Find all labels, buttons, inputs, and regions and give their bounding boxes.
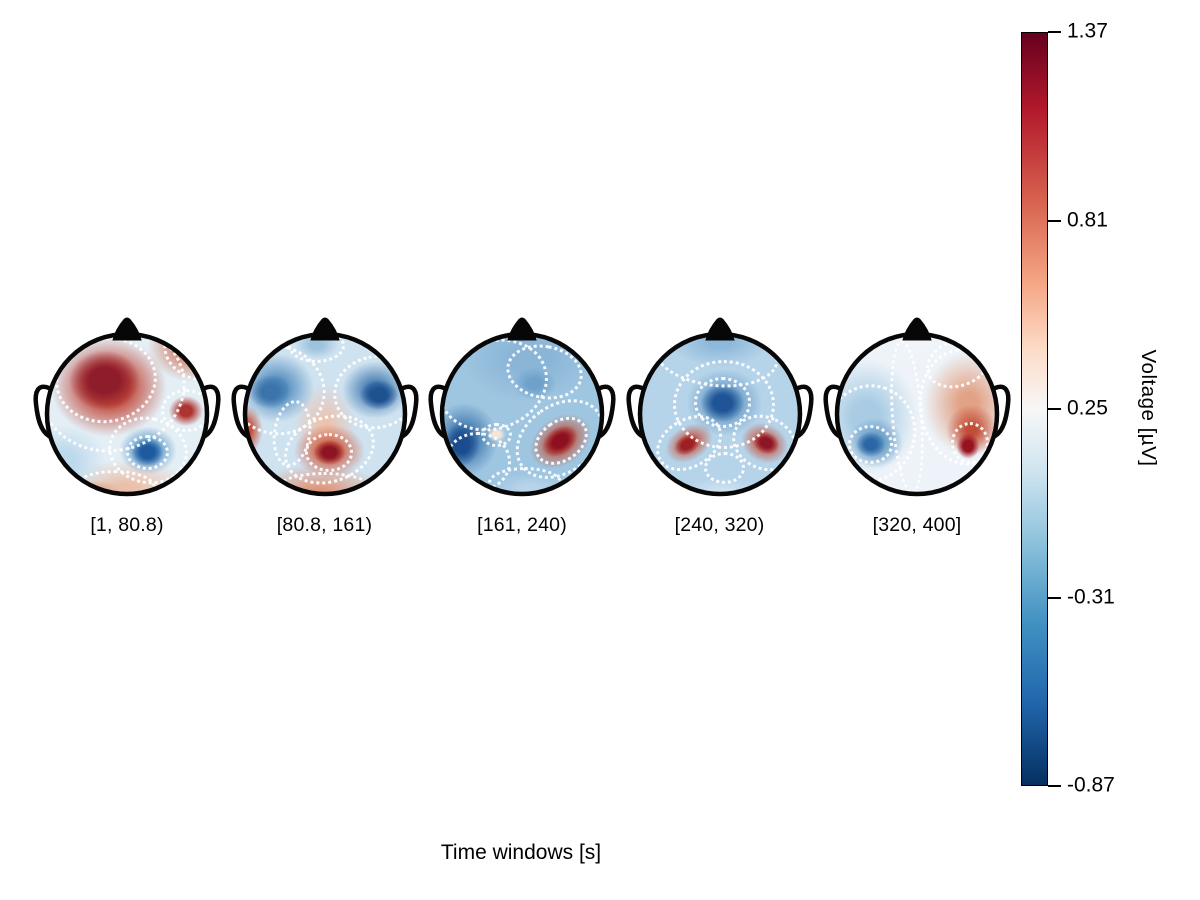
colorbar-ticks: 1.37 0.81 0.25 -0.31 -0.87 [1048,20,1188,797]
left-ear-icon [625,384,644,439]
right-ear-icon [202,384,221,439]
head-outline [230,317,419,497]
scalp-circle [44,331,210,497]
topomap-1: [1, 80.8) [27,314,227,550]
topomap-row: [1, 80.8) [80.8, 161) [161, 240) [240, 3… [0,314,1040,554]
colorbar-tick-label: 1.37 [1067,19,1108,43]
contour-line [443,431,511,493]
left-ear-icon [428,384,447,439]
colorbar-tick-label: 0.81 [1067,208,1108,232]
contour-line [950,422,989,464]
right-ear-icon [992,384,1011,439]
scalp-circle [637,331,802,497]
scalp-circle [834,331,1000,497]
contour-line [72,470,156,494]
colorbar-tick [1048,219,1061,222]
colorbar-tick [1048,408,1061,410]
right-ear-icon [597,384,616,439]
contour-line [848,425,893,464]
time-window-label: [320, 400] [872,514,962,536]
topomap-field [639,334,800,494]
colorbar-tick [1048,596,1061,599]
contour-line [287,334,346,363]
right-ear-icon [400,384,419,439]
time-window-label: [240, 320) [674,514,765,536]
time-window-label: [1, 80.8) [90,514,164,536]
topomap-field [442,334,602,494]
scalp-circle [439,331,605,497]
colorbar-tick-label: -0.31 [1067,585,1115,609]
scalp-circle [242,331,407,497]
topomap-field [244,334,405,494]
contour-line [488,466,562,494]
contour-line [126,434,170,470]
colorbar-gradient [1021,32,1048,786]
colorbar-tick [1048,785,1061,787]
head-outline [33,317,221,497]
voltage-blob [55,338,155,422]
colorbar-tick [1048,31,1061,33]
left-ear-icon [33,384,52,439]
colorbar-tick-label: -0.87 [1067,773,1115,797]
time-window-label: [161, 240) [477,514,567,536]
colorbar-tick-label: 0.25 [1067,396,1108,420]
topomap-2: [80.8, 161) [225,314,425,550]
topomap-4: [240, 320) [620,314,820,550]
contour-line [703,452,746,485]
head-outline [428,317,616,497]
x-axis-label: Time windows [s] [440,841,602,864]
topomap-3: [161, 240) [422,314,622,550]
topomap-field [47,334,207,494]
topomap-5: [320, 400] [817,314,1017,550]
contour-line [160,389,207,433]
time-window-label: [80.8, 161) [276,514,373,536]
left-ear-icon [230,384,249,439]
head-outline [823,317,1011,497]
contour-line [305,433,354,472]
contour-line [673,359,776,450]
colorbar-axis-label: Voltage [µV] [1137,349,1160,467]
colorbar: 1.37 0.81 0.25 -0.31 -0.87 [1021,20,1200,797]
contour-line [693,377,752,429]
left-ear-icon [823,384,842,439]
head-outline [625,317,814,497]
voltage-blob [504,361,566,406]
right-ear-icon [795,384,814,439]
